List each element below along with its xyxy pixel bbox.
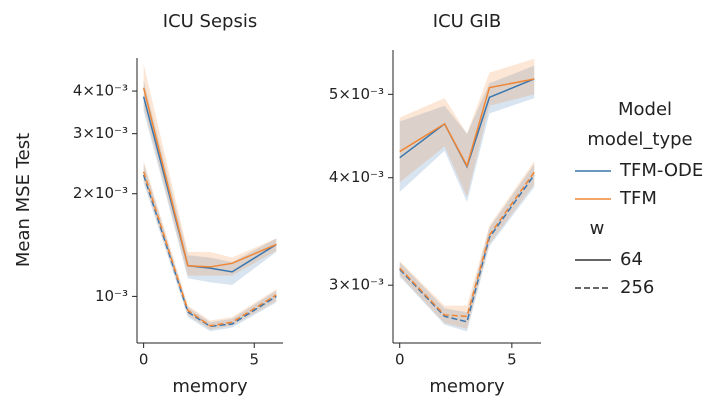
legend-label: 256 xyxy=(620,277,654,298)
x-tick-label: 0 xyxy=(395,351,405,369)
series-line xyxy=(399,174,535,323)
x-axis-label: memory xyxy=(429,376,505,397)
legend-label: TFM-ODE xyxy=(619,160,703,181)
y-tick-label: 3×10⁻³ xyxy=(329,276,384,294)
y-axis-label: Mean MSE Test xyxy=(13,133,34,267)
series-line xyxy=(142,171,277,327)
legend-group-title: w xyxy=(590,218,605,239)
legend-label: TFM xyxy=(619,188,657,209)
legend-title: Model xyxy=(618,99,672,120)
subplot-title: ICU Sepsis xyxy=(163,11,257,32)
y-tick-label: 10⁻³ xyxy=(95,287,128,305)
y-tick-label: 4×10⁻³ xyxy=(73,82,128,100)
y-tick-label: 3×10⁻³ xyxy=(73,124,128,142)
series-line xyxy=(142,87,277,268)
y-tick-label: 2×10⁻³ xyxy=(73,184,128,202)
subplot-title: ICU GIB xyxy=(433,11,501,32)
x-tick-label: 5 xyxy=(249,351,259,369)
y-tick-label: 4×10⁻³ xyxy=(329,168,384,186)
confidence-band xyxy=(143,80,277,285)
series-line xyxy=(399,78,535,168)
legend-group-title: model_type xyxy=(587,129,692,150)
y-tick-label: 5×10⁻³ xyxy=(329,85,384,103)
legend-label: 64 xyxy=(620,249,643,270)
x-tick-label: 0 xyxy=(139,351,149,369)
confidence-band xyxy=(399,58,535,197)
confidence-band xyxy=(399,65,535,202)
x-tick-label: 5 xyxy=(507,351,517,369)
x-axis-label: memory xyxy=(172,376,248,397)
